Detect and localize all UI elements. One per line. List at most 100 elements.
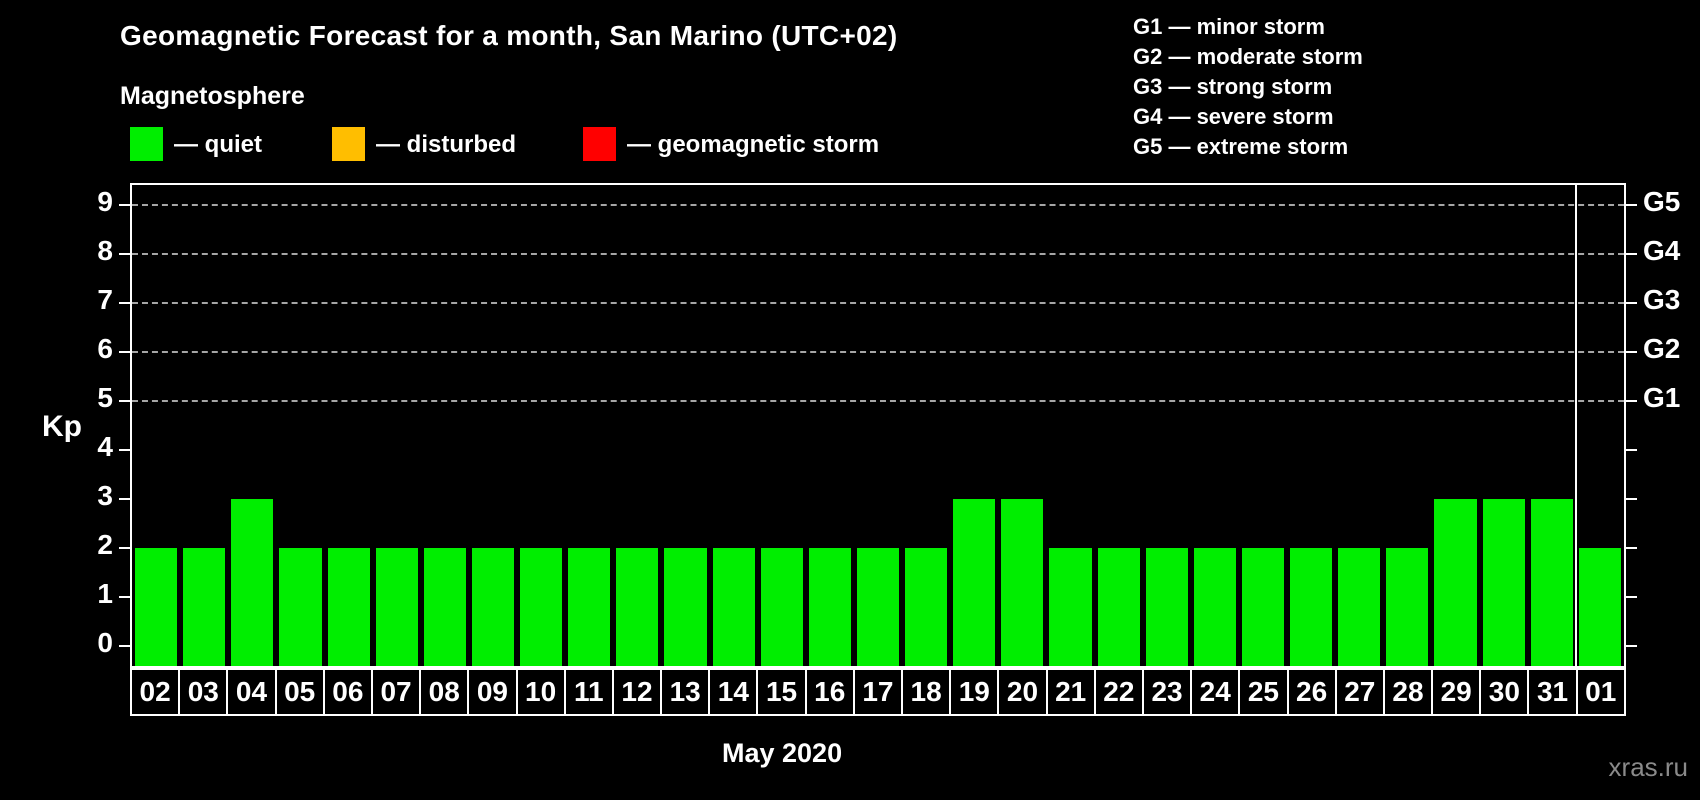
kp-bar-day-15 (760, 548, 803, 666)
kp-bar-day-08 (423, 548, 466, 666)
y-tick-right-0 (1626, 645, 1637, 648)
legend-label-quiet: — quiet (174, 130, 262, 158)
gridline-kp8 (132, 252, 1624, 255)
day-cell-09: 09 (469, 670, 518, 714)
y-tick-right-4 (1626, 449, 1637, 452)
month-separator-line (1574, 185, 1577, 666)
day-cell-25: 25 (1240, 670, 1289, 714)
g-axis-label-g3: G3 (1643, 283, 1681, 315)
y-tick-right-6 (1626, 350, 1637, 353)
kp-bar-day-23 (1145, 548, 1188, 666)
gridline-kp7 (132, 301, 1624, 304)
y-tick-left-3 (119, 498, 130, 501)
g-legend-line-g2: G2 — moderate storm (1133, 44, 1363, 69)
page-title: Geomagnetic Forecast for a month, San Ma… (120, 20, 898, 51)
y-tick-left-8 (119, 252, 130, 255)
y-tick-right-1 (1626, 596, 1637, 599)
y-tick-left-7 (119, 301, 130, 304)
y-tick-left-0 (119, 645, 130, 648)
gridline-kp6 (132, 350, 1624, 353)
kp-bar-day-01 (1578, 548, 1621, 666)
g-scale-legend: G1 — minor storm G2 — moderate storm G3 … (1133, 12, 1363, 162)
kp-bar-day-27 (1338, 548, 1381, 666)
kp-bar-day-31 (1530, 499, 1573, 666)
day-cell-04: 04 (228, 670, 277, 714)
day-cell-30: 30 (1481, 670, 1530, 714)
y-tick-label-9: 9 (97, 185, 113, 217)
kp-bar-day-21 (1049, 548, 1092, 666)
kp-bar-day-20 (1001, 499, 1044, 666)
kp-bar-day-12 (616, 548, 659, 666)
day-cell-11: 11 (565, 670, 614, 714)
y-tick-label-7: 7 (97, 283, 113, 315)
y-tick-label-3: 3 (97, 480, 113, 512)
y-tick-right-2 (1626, 547, 1637, 550)
kp-bar-day-28 (1386, 548, 1429, 666)
x-axis-day-row: 02 03 04 05 06 07 08 09 10 11 12 13 14 15 16 17 18 19 20 21… (130, 668, 1626, 716)
y-tick-label-2: 2 (97, 529, 113, 561)
kp-bar-day-11 (568, 548, 611, 666)
day-cell-24: 24 (1192, 670, 1241, 714)
kp-bar-day-14 (712, 548, 755, 666)
day-cell-21: 21 (1047, 670, 1096, 714)
day-cell-23: 23 (1143, 670, 1193, 714)
kp-bar-day-06 (327, 548, 370, 666)
g-legend-line-g3: G3 — strong storm (1133, 74, 1333, 99)
legend-label-geomagnetic-storm: — geomagnetic storm (627, 130, 880, 158)
g-axis-label-g2: G2 (1643, 332, 1681, 364)
y-tick-right-7 (1626, 301, 1637, 304)
y-tick-label-8: 8 (97, 234, 113, 266)
kp-bar-day-18 (905, 548, 948, 666)
g-axis-label-g1: G1 (1643, 381, 1681, 413)
y-tick-left-4 (119, 449, 130, 452)
day-cell-26: 26 (1288, 670, 1337, 714)
day-cell-03: 03 (180, 670, 229, 714)
y-tick-label-4: 4 (97, 431, 113, 463)
y-tick-label-5: 5 (97, 381, 113, 413)
g-axis-label-g5: G5 (1643, 185, 1681, 217)
day-cell-18: 18 (903, 670, 952, 714)
kp-bar-day-22 (1097, 548, 1140, 666)
g-legend-line-g4: G4 — severe storm (1133, 104, 1334, 129)
day-cell-27: 27 (1336, 670, 1385, 714)
day-cell-13: 13 (662, 670, 711, 714)
g-legend-line-g5: G5 — extreme storm (1133, 134, 1349, 159)
y-axis-title-kp: Kp (42, 410, 82, 443)
y-tick-label-6: 6 (97, 332, 113, 364)
day-cell-19: 19 (951, 670, 1000, 714)
kp-bar-day-09 (471, 548, 515, 666)
g-legend-line-g1: G1 — minor storm (1133, 14, 1325, 39)
legend-item-disturbed: — disturbed (332, 127, 516, 162)
gridline-kp9 (132, 203, 1624, 206)
legend-item-geomagnetic-storm: — geomagnetic storm (583, 127, 879, 162)
y-tick-left-1 (119, 596, 130, 599)
kp-bar-day-10 (520, 548, 563, 666)
day-cell-08: 08 (421, 670, 470, 714)
disturbed-color-swatch-icon (332, 127, 365, 161)
kp-bar-day-02 (135, 548, 178, 666)
day-cell-01: 01 (1577, 670, 1624, 714)
kp-bar-day-25 (1241, 548, 1285, 666)
watermark: xras.ru (1608, 752, 1688, 782)
day-cell-02: 02 (132, 670, 181, 714)
legend-label-disturbed: — disturbed (376, 130, 517, 158)
y-tick-right-5 (1626, 399, 1637, 402)
g-axis-label-g4: G4 (1643, 234, 1681, 266)
day-cell-14: 14 (710, 670, 759, 714)
y-tick-label-0: 0 (97, 627, 113, 659)
y-tick-label-1: 1 (97, 578, 113, 610)
day-cell-22: 22 (1095, 670, 1144, 714)
day-cell-16: 16 (806, 670, 855, 714)
kp-bar-day-19 (953, 499, 996, 666)
day-cell-12: 12 (613, 670, 663, 714)
legend-item-quiet: — quiet (130, 127, 262, 162)
day-cell-10: 10 (517, 670, 566, 714)
day-cell-05: 05 (276, 670, 325, 714)
y-tick-right-8 (1626, 252, 1637, 255)
gridline-kp5 (132, 399, 1624, 402)
kp-bar-day-30 (1482, 499, 1525, 666)
day-cell-06: 06 (324, 670, 373, 714)
kp-bar-day-03 (183, 548, 226, 666)
y-tick-right-3 (1626, 498, 1637, 501)
